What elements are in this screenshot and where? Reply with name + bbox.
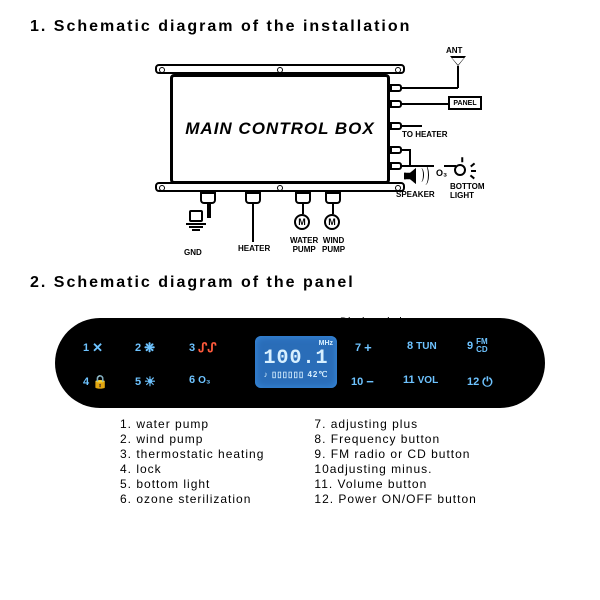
- antenna-icon: [450, 56, 466, 66]
- minus-icon: −: [366, 374, 374, 389]
- to-heater-label: TO HEATER: [402, 130, 447, 139]
- conn-to-heater: [390, 122, 402, 130]
- gnd-label: GND: [184, 248, 202, 257]
- o3-icon: O₃: [198, 375, 210, 386]
- plus-btn[interactable]: 7+: [355, 340, 372, 355]
- speaker-label: SPEAKER: [396, 190, 435, 199]
- ozone-btn[interactable]: 6O₃: [189, 374, 211, 386]
- speaker-icon: [404, 168, 416, 184]
- display-window: MHz 100.1 ♪ ▯▯▯▯▯▯ 42℃: [255, 336, 337, 388]
- volume-btn[interactable]: 11VOL: [403, 374, 438, 386]
- legend-right: 7. adjusting plus 8. Frequency button 9.…: [314, 416, 476, 507]
- wind-pump-label: WIND PUMP: [322, 236, 345, 254]
- minus-btn[interactable]: 10−: [351, 374, 374, 389]
- fm-cd-btn[interactable]: 9FM CD: [467, 338, 488, 354]
- panel-legend: 1. water pump 2. wind pump 3. thermostat…: [120, 416, 570, 507]
- power-btn[interactable]: 12⏻: [467, 374, 493, 390]
- lock-btn[interactable]: 4🔒: [83, 374, 108, 390]
- control-panel: 1✕ 2❋ 3ᔑᔑ 4🔒 5☀ 6O₃ MHz 100.1 ♪ ▯▯▯▯▯▯ 4…: [55, 318, 545, 408]
- display-sub: ♪ ▯▯▯▯▯▯ 42℃: [255, 370, 337, 379]
- wind-pump-btn[interactable]: 2❋: [135, 340, 155, 356]
- water-pump-label: WATER PUMP: [290, 236, 318, 254]
- heat-icon: ᔑᔑ: [198, 340, 217, 356]
- water-pump-btn[interactable]: 1✕: [83, 340, 103, 356]
- wind-icon: ❋: [144, 340, 155, 356]
- power-icon: ⏻: [482, 374, 492, 390]
- conn-wind-pump: [325, 192, 341, 204]
- display-main: 100.1: [255, 347, 337, 370]
- main-control-box: MAIN CONTROL BOX: [170, 74, 390, 184]
- conn-heater: [245, 192, 261, 204]
- lock-icon: 🔒: [92, 374, 108, 390]
- bottom-light-btn[interactable]: 5☀: [135, 374, 156, 390]
- section1-title: 1. Schematic diagram of the installation: [30, 18, 570, 36]
- conn-gnd: [200, 192, 216, 204]
- display-mhz: MHz: [255, 340, 337, 347]
- legend-left: 1. water pump 2. wind pump 3. thermostat…: [120, 416, 264, 507]
- fmcd-label: FM CD: [476, 338, 488, 354]
- gnd-symbol: [186, 210, 206, 232]
- bottom-light-label: BOTTOM LIGHT: [450, 182, 500, 200]
- conn-ant: [390, 84, 402, 92]
- mount-bar-bottom: [155, 182, 405, 192]
- tune-label: TUN: [416, 341, 437, 352]
- box-label: MAIN CONTROL BOX: [185, 119, 374, 139]
- ant-label: ANT: [446, 46, 462, 55]
- o3-label: O₃: [436, 168, 447, 178]
- plus-icon: +: [364, 340, 372, 355]
- conn-o3: [390, 162, 402, 170]
- conn-panel: [390, 100, 402, 108]
- sun-icon: ☀: [144, 374, 156, 390]
- panel-box: PANEL: [448, 96, 482, 110]
- heater-label: HEATER: [238, 244, 270, 253]
- motor-water: M: [294, 214, 310, 230]
- tune-btn[interactable]: 8TUN: [407, 340, 437, 352]
- conn-speaker: [390, 146, 402, 154]
- installation-diagram: MAIN CONTROL BOX GND HEATER M WATER PUMP…: [100, 44, 500, 254]
- conn-water-pump: [295, 192, 311, 204]
- vol-label: VOL: [418, 375, 439, 386]
- thermostatic-btn[interactable]: 3ᔑᔑ: [189, 340, 217, 356]
- bulb-icon: [454, 164, 466, 176]
- motor-wind: M: [324, 214, 340, 230]
- fan-icon: ✕: [92, 340, 103, 356]
- section2-title: 2. Schematic diagram of the panel: [30, 274, 570, 292]
- mount-bar-top: [155, 64, 405, 74]
